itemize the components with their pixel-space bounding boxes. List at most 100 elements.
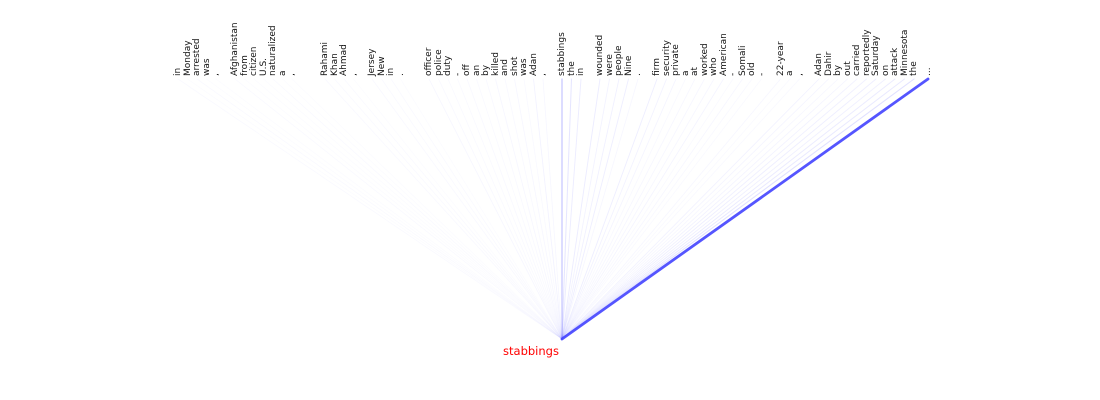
context-token: U.S. (258, 57, 269, 76)
context-token: and (500, 59, 510, 76)
context-token: Adan (814, 53, 824, 76)
context-token: by (833, 64, 843, 76)
attention-line (561, 78, 867, 340)
context-token: , (348, 73, 359, 76)
context-token: by (481, 64, 491, 76)
attention-line (324, 78, 563, 340)
attention-line (562, 79, 762, 339)
attention-line (561, 78, 639, 340)
attention-line (560, 77, 930, 341)
attention-line (264, 79, 563, 339)
attention-line (561, 78, 858, 340)
context-token: American (718, 33, 729, 76)
context-token: - (452, 72, 463, 76)
context-token: , (211, 73, 221, 76)
context-token: killed (490, 52, 501, 76)
attention-line (561, 78, 724, 340)
attention-line (561, 78, 601, 340)
context-token: in (576, 67, 586, 76)
attention-line (438, 78, 563, 340)
context-token: Ahmad (339, 44, 349, 76)
context-token: were (604, 54, 615, 76)
context-token: an (471, 64, 482, 76)
context-token: - (756, 72, 767, 76)
context-token: worked (699, 43, 710, 76)
attention-line (561, 78, 848, 340)
context-token: security (661, 40, 672, 76)
attention-line (561, 78, 573, 340)
context-token: Dahir (823, 51, 834, 76)
attention-line (523, 78, 563, 340)
attention-line (335, 79, 563, 339)
context-token: 22-year (775, 41, 786, 76)
context-token: who (709, 57, 719, 76)
context-token: old (747, 62, 757, 76)
context-token: carried (852, 44, 862, 76)
query-token: stabbings (503, 344, 559, 358)
context-token: Afghanistan (230, 22, 240, 76)
attention-line (391, 79, 562, 339)
context-token: in (386, 67, 396, 76)
context-token: in (173, 67, 183, 76)
context-token: the (566, 61, 577, 76)
attention-line (561, 78, 686, 340)
context-token: police (433, 49, 444, 76)
context-token: people (614, 45, 624, 76)
attention-line (428, 78, 563, 340)
context-token: was (201, 58, 212, 76)
attention-line (273, 79, 562, 339)
attention-line (561, 78, 667, 340)
context-token: Adan (528, 53, 539, 76)
attention-line (561, 78, 743, 340)
attention-line (561, 78, 800, 340)
attention-line (561, 78, 677, 340)
attention-line (466, 78, 563, 340)
attention-line (562, 79, 733, 339)
attention-line (495, 78, 563, 340)
attention-line (561, 78, 886, 340)
attention-line (542, 78, 563, 340)
context-token: ... (923, 67, 933, 76)
context-token: , (538, 73, 548, 76)
attention-line (561, 78, 753, 340)
attention-line (197, 79, 562, 339)
context-token: duty (443, 55, 453, 76)
context-token: Saturday (871, 35, 881, 76)
attention-line (561, 78, 877, 340)
context-token: Somali (737, 45, 748, 76)
context-token: , (794, 73, 805, 76)
attention-line (561, 78, 658, 340)
context-token: attack (890, 47, 900, 76)
context-token: - (728, 72, 738, 76)
context-token: wounded (595, 34, 605, 76)
attention-line (562, 79, 790, 339)
attention-line (178, 79, 562, 339)
context-token: firm (652, 58, 662, 76)
attention-line (561, 78, 582, 340)
context-token: stabbings (557, 32, 567, 76)
context-token: New (376, 56, 387, 76)
context-token: a (680, 70, 691, 76)
attention-line (371, 78, 563, 340)
context-token: Jersey (367, 48, 377, 76)
context-token: out (842, 61, 853, 76)
attention-line (561, 78, 781, 340)
attention-line (254, 79, 562, 339)
context-token: a (785, 70, 795, 76)
context-token: . (395, 73, 406, 76)
context-token: on (880, 64, 891, 76)
context-token: Minnesota (899, 29, 910, 76)
attention-line (533, 78, 563, 340)
context-token: Khan (329, 53, 340, 76)
context-token: , (287, 73, 297, 76)
context-token: officer (424, 47, 434, 76)
attention-line (561, 78, 905, 340)
attention-line (561, 78, 829, 340)
context-token: from (239, 55, 250, 76)
attention-line (561, 78, 839, 340)
attention-line (561, 78, 620, 340)
context-token: shot (509, 56, 520, 76)
attention-line (485, 78, 563, 340)
